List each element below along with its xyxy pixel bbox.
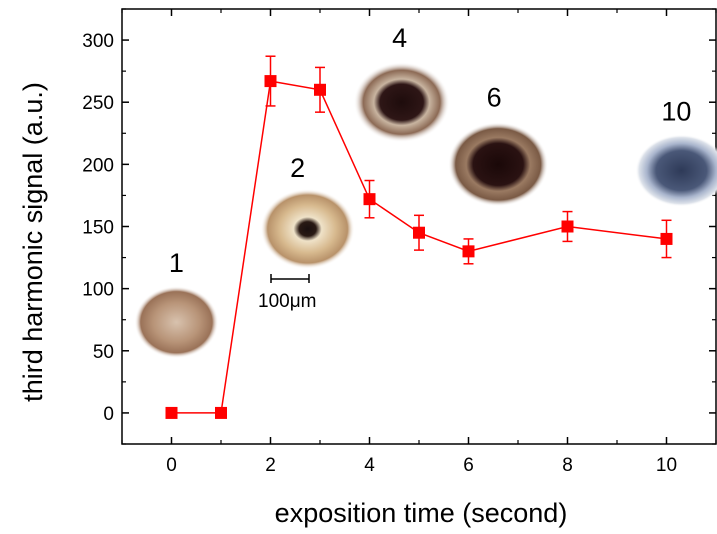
data-point [413,226,425,239]
data-point [264,75,277,88]
sample-image-6 [448,122,549,207]
sample-image-2 [260,188,355,269]
scale-bar: 100μm [258,274,316,312]
y-tick-label: 200 [82,155,114,176]
inset-labels: 1 2 4 6 10 [169,23,691,278]
x-axis-title: exposition time (second) [275,498,568,528]
y-tick-label: 300 [82,31,114,52]
inset-label: 2 [290,153,305,183]
sample-image-10 [635,134,717,207]
axis-ticks [121,8,717,445]
x-tick-label: 8 [562,455,573,476]
x-tick-label: 4 [364,455,375,476]
y-tick-label: 250 [82,93,114,114]
data-point [363,193,376,206]
data-point [165,406,178,419]
data-point [462,245,475,258]
data-point [561,220,574,233]
y-axis-title: third harmonic signal (a.u.) [18,82,48,402]
data-series [165,55,673,419]
data-point [314,83,326,96]
data-point [215,406,227,419]
inset-label: 10 [661,97,691,127]
y-tick-label: 50 [93,342,114,363]
y-tick-label: 100 [82,280,114,301]
y-tick-label: 150 [82,218,114,239]
x-tick-label: 0 [166,455,177,476]
data-point [660,232,673,245]
inset-label: 6 [487,82,502,112]
x-tick-label: 2 [265,455,276,476]
inset-images [134,62,717,359]
scale-bar-label: 100μm [258,291,316,312]
x-tick-label: 6 [463,455,474,476]
inset-label: 4 [392,23,407,53]
x-tick-label: 10 [656,455,677,476]
y-tick-label: 0 [103,404,114,425]
sample-image-4 [353,62,450,143]
sample-image-1 [134,286,219,359]
inset-label: 1 [169,248,184,278]
